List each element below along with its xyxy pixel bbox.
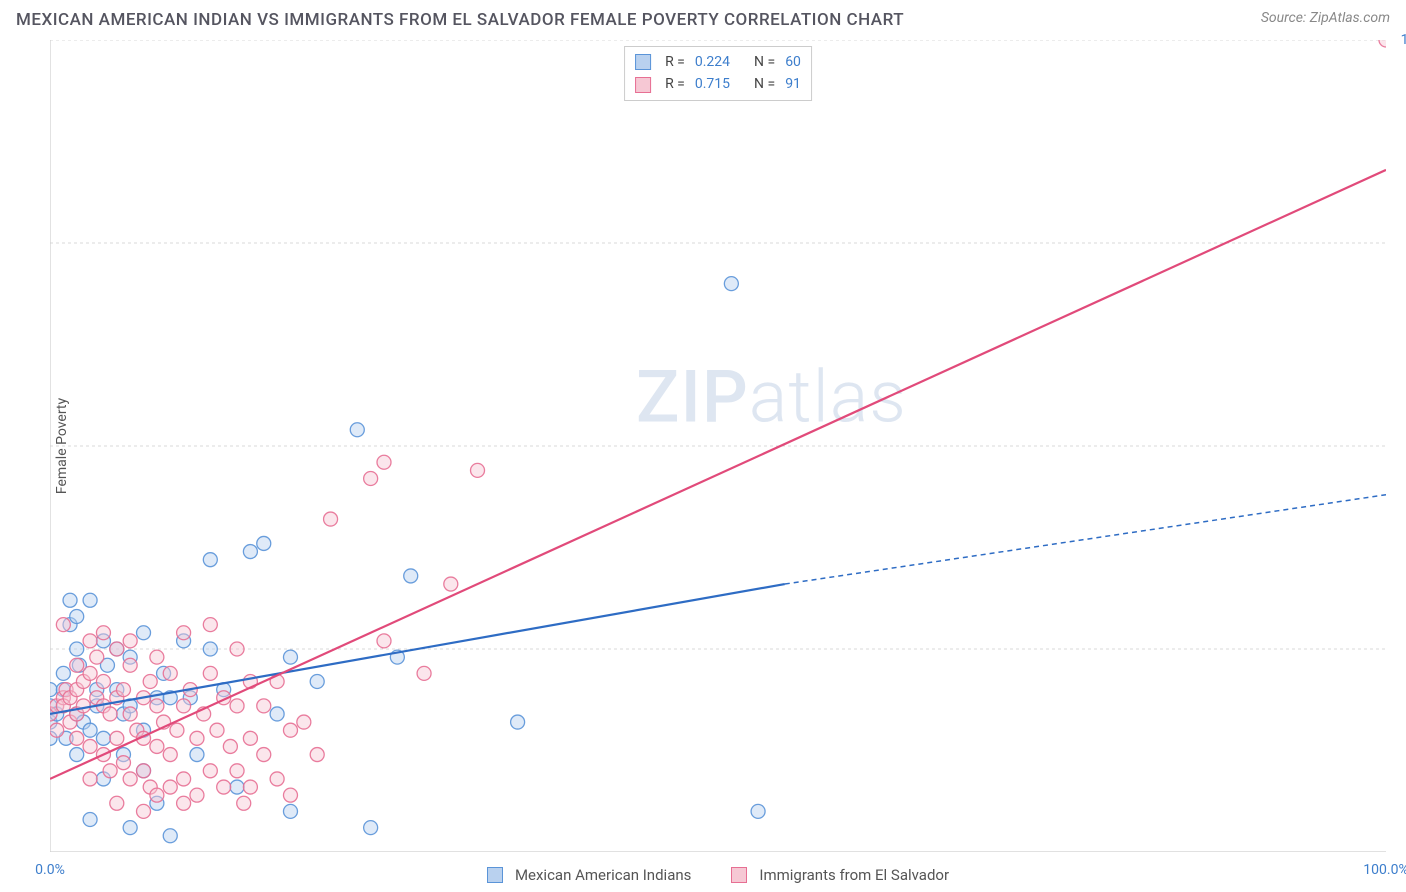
series-legend: Mexican American Indians Immigrants from … [50,866,1386,884]
source-label: Source: ZipAtlas.com [1261,10,1390,26]
chart-title: MEXICAN AMERICAN INDIAN VS IMMIGRANTS FR… [16,10,904,30]
legend-swatch [635,54,651,70]
legend-swatch [635,77,651,93]
y-tick-label: 100.0% [1401,32,1406,48]
legend-swatch [731,867,747,883]
chart-area: Female Poverty ZIPatlas R = 0.224N = 60R… [50,40,1386,852]
legend-stat-row: R = 0.715N = 91 [635,73,801,95]
correlation-legend: R = 0.224N = 60R = 0.715N = 91 [624,46,812,101]
legend-series-item: Mexican American Indians [487,866,691,884]
scatter-plot [50,40,1386,852]
legend-series-item: Immigrants from El Salvador [731,866,949,884]
legend-swatch [487,867,503,883]
legend-stat-row: R = 0.224N = 60 [635,51,801,73]
